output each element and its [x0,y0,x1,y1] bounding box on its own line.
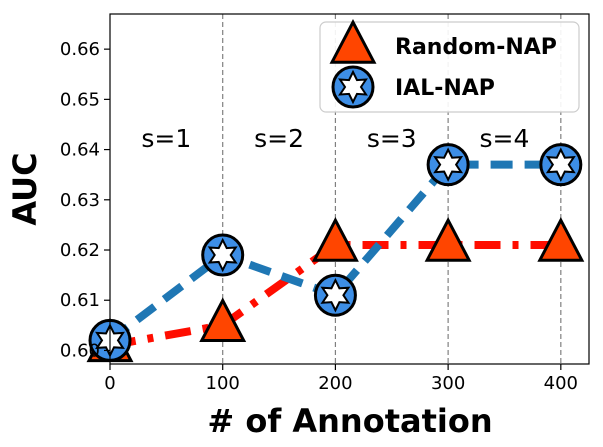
x-tick-label: 0 [104,373,115,394]
data-point [313,273,357,317]
stage-label: s=1 [141,124,191,153]
marker-star [338,69,368,105]
stage-label: s=2 [254,124,304,153]
data-point [311,216,359,262]
data-point [199,297,247,343]
x-tick-label: 100 [206,373,240,394]
y-tick-label: 0.62 [60,240,100,261]
marker-star [545,147,576,182]
y-tick-label: 0.63 [60,190,100,211]
marker-star [320,277,351,313]
data-point [424,216,472,262]
data-point [426,143,470,187]
y-tick-label: 0.64 [60,140,100,161]
y-tick-label: 0.66 [60,39,100,60]
x-tick-label: 300 [431,373,465,394]
y-tick-label: 0.60 [60,340,100,361]
x-tick-label: 200 [318,373,352,394]
legend-label: Random-NAP [395,35,557,60]
data-point [537,216,585,262]
series-line-0 [110,240,561,350]
plot-frame [109,13,590,365]
x-tick-label: 400 [544,373,578,394]
legend-marker-1 [331,65,375,109]
data-point [539,143,583,187]
stage-label: s=4 [480,124,530,153]
y-tick-label: 0.65 [60,89,100,110]
legend: Random-NAP IAL-NAP [319,18,580,113]
legend-box [319,21,580,113]
y-tick-label: 0.61 [60,290,100,311]
data-point [201,233,245,277]
x-axis-title: # of Annotation [207,402,492,440]
stage-label: s=3 [367,124,417,153]
marker-star [207,237,238,273]
legend-marker-0 [329,18,377,64]
legend-label: IAL-NAP [395,76,495,101]
y-axis-title: AUC [6,152,44,225]
marker-star [433,147,464,182]
